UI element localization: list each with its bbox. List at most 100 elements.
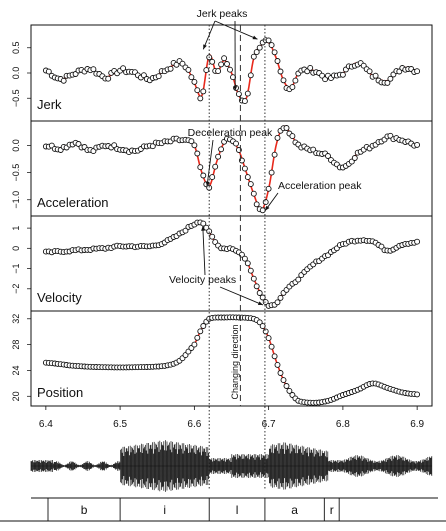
data-point-jerk [384,79,391,86]
data-point-jerk [221,55,228,62]
data-point-jerk [280,77,287,84]
data-point-velocity [206,228,213,235]
segment-label: r [330,503,334,517]
annotation-deceleration-peak: Deceleration peak [188,127,273,139]
data-point-jerk [339,71,346,78]
annotation-arrow-head [233,86,238,91]
ytick-label-velocity: 0 [11,246,21,251]
segment-label: b [81,503,88,517]
data-point-position [283,383,290,389]
ytick-label-position: 20 [11,391,21,401]
data-point-jerk [268,42,275,49]
data-point-jerk [247,72,254,79]
data-point-acceleration [325,153,331,159]
ytick-label-velocity: −2 [11,284,21,294]
annotation-arrow [206,139,214,187]
data-point-acceleration [212,163,219,170]
data-point-position [414,391,421,398]
data-point-jerk [289,84,296,91]
data-point-velocity [256,290,263,296]
data-point-acceleration [244,174,251,181]
data-point-position [265,335,272,342]
data-point-velocity [295,276,302,283]
data-point-acceleration [262,199,269,206]
annotation-arrow [214,20,258,40]
data-point-acceleration [253,201,260,208]
annotation-arrow-head [205,181,210,187]
data-point-jerk [197,95,204,102]
data-point-position [274,361,281,368]
data-point-acceleration [194,150,201,157]
data-point-acceleration [218,146,225,153]
segment-label: i [163,503,166,517]
data-point-acceleration [111,142,118,149]
data-point-acceleration [200,172,207,179]
data-point-jerk [414,68,421,75]
data-point-acceleration [188,138,195,145]
data-point-velocity [200,220,207,227]
data-point-jerk [241,98,248,105]
panel-frame-position [30,310,433,407]
data-point-position [200,323,207,329]
data-point-jerk [194,87,201,94]
data-point-position [191,341,198,348]
data-point-velocity [209,233,216,240]
data-point-acceleration [241,165,248,172]
data-point-velocity [182,227,189,234]
ytick-label-velocity: 1 [11,226,21,231]
data-point-position [194,334,201,341]
ytick-label-acceleration: −1.0 [11,191,21,209]
panel-label-velocity: Velocity [37,290,82,305]
panel-acceleration: −1.0 −0.5 0.0 Acceleration [11,120,433,217]
data-point-acceleration [191,142,198,149]
data-point-jerk [209,58,216,65]
annotation-arrow [219,286,264,306]
data-point-jerk [60,77,67,84]
data-point-jerk [200,88,207,95]
data-point-jerk [185,66,192,73]
annotation-jerk-peaks: Jerk peaks [197,8,248,20]
annotation-arrow [202,20,216,50]
data-point-jerk [227,66,233,73]
data-point-acceleration [250,190,257,197]
data-point-jerk [120,65,127,72]
data-point-acceleration [259,207,266,214]
data-point-jerk [167,65,174,72]
data-point-jerk [173,61,180,68]
data-point-jerk [265,37,272,44]
data-point-jerk [250,53,257,60]
data-point-jerk [372,72,379,79]
data-point-jerk [307,64,314,71]
panel-label-jerk: Jerk [37,97,62,112]
ytick-label-acceleration: 0.0 [11,139,21,152]
annotation-arrow-head [203,44,207,50]
data-point-velocity [277,294,284,301]
data-point-velocity [262,299,269,306]
annotation-acceleration-peak: Acceleration peak [278,180,362,192]
data-point-acceleration [209,174,216,181]
data-point-velocity [274,299,281,306]
segment-label: a [291,503,298,517]
data-point-position [280,377,287,384]
data-point-velocity [247,267,254,274]
data-point-acceleration [274,134,281,141]
data-point-jerk [218,61,225,68]
data-point-acceleration [414,141,421,148]
data-point-acceleration [289,133,296,140]
ytick-label-position: 24 [11,365,21,375]
series-line-velocity [45,220,417,307]
data-point-jerk [253,49,260,56]
data-point-jerk [155,73,162,80]
data-point-position [271,353,278,360]
xtick-label: 6.4 [39,419,53,430]
data-point-jerk [277,68,284,75]
audio-waveform [30,440,433,492]
data-point-jerk [224,61,230,67]
data-point-jerk [244,90,251,97]
data-point-jerk [203,67,210,74]
data-point-acceleration [351,155,358,161]
xtick-label: 6.6 [187,419,201,430]
data-point-acceleration [247,181,254,188]
